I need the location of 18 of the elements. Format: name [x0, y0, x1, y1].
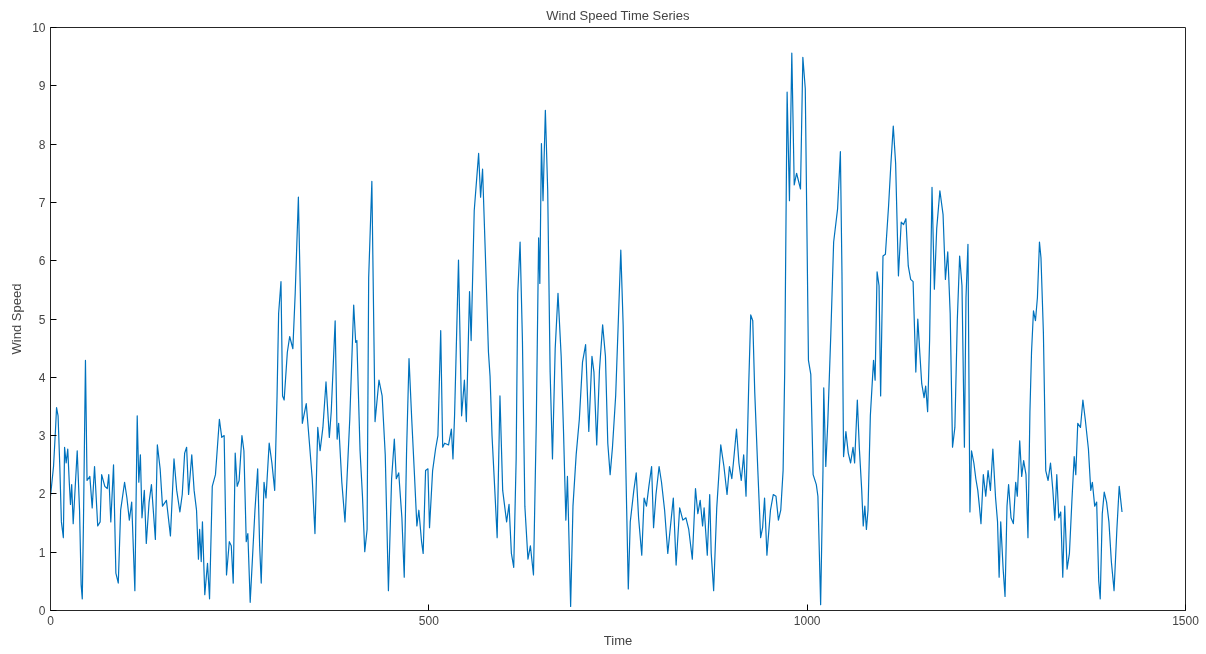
x-tick-label: 500	[418, 613, 440, 628]
y-tick-label: 7	[38, 195, 46, 210]
y-tick-label: 2	[38, 487, 46, 502]
y-tick-label: 4	[38, 370, 46, 385]
chart-title: Wind Speed Time Series	[546, 7, 690, 23]
y-tick-label: 3	[38, 429, 46, 444]
y-tick-label: 0	[38, 604, 46, 618]
x-tick-label: 1000	[793, 613, 821, 628]
y-tick-label: 6	[38, 254, 46, 269]
y-tick-label: 5	[38, 312, 46, 327]
y-tick-label: 9	[38, 79, 46, 94]
y-axis-title: Wind Speed	[9, 283, 25, 355]
x-axis-title: Time	[603, 632, 633, 648]
y-tick-label: 10	[32, 21, 46, 35]
x-tick-label: 1500	[1172, 613, 1200, 628]
line-series	[50, 52, 1123, 608]
y-tick-label: 8	[38, 137, 46, 152]
y-tick-label: 1	[38, 545, 46, 560]
